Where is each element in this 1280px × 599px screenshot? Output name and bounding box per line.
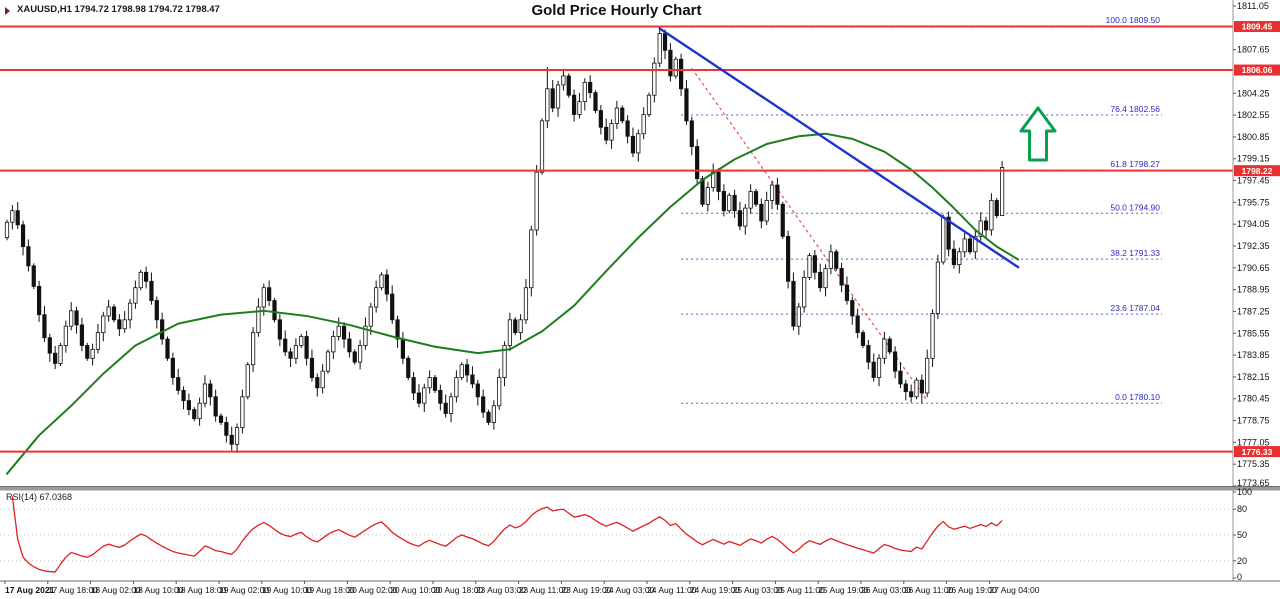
time-axis-label: 25 Aug 19:00 — [818, 585, 868, 595]
chart-title: Gold Price Hourly Chart — [531, 2, 702, 19]
descending-blue-trendline — [658, 27, 1020, 269]
price-axis-label: 1783.85 — [1237, 350, 1270, 360]
rsi-panel: 100 80 50 20 0 — [0, 487, 1252, 582]
candlesticks — [4, 25, 1005, 454]
fib-level-label: 38.2 1791.33 — [1110, 248, 1160, 258]
time-axis-label: 23 Aug 03:00 — [476, 585, 526, 595]
fib-level-label: 23.6 1787.04 — [1110, 303, 1160, 313]
horizontal-levels — [0, 25, 1233, 453]
time-axis-label: 25 Aug 11:00 — [775, 585, 825, 595]
rsi-axis-label: 100 — [1237, 487, 1252, 497]
up-arrow-annotation — [1019, 106, 1057, 162]
time-axis-label: 18 Aug 02:00 — [91, 585, 141, 595]
time-axis-label: 18 Aug 18:00 — [176, 585, 226, 595]
price-axis-label: 1775.35 — [1237, 459, 1270, 469]
price-axis-label: 1790.65 — [1237, 263, 1270, 273]
price-axis-label: 1811.05 — [1237, 1, 1269, 11]
time-axis-label: 24 Aug 19:00 — [690, 585, 740, 595]
price-axis-label: 1794.05 — [1237, 219, 1270, 229]
price-badge: 1776.33 — [1242, 447, 1273, 457]
symbol-quote-info: XAUUSD,H1 1794.72 1798.98 1794.72 1798.4… — [17, 4, 220, 15]
price-badge: 1798.22 — [1242, 166, 1273, 176]
price-axis-label: 1778.75 — [1237, 416, 1270, 426]
panel-divider — [0, 486, 1280, 491]
time-axis-label: 20 Aug 10:00 — [390, 585, 440, 595]
time-axis-label: 18 Aug 10:00 — [133, 585, 183, 595]
time-axis-label: 23 Aug 19:00 — [561, 585, 611, 595]
time-axis-label: 17 Aug 2021 — [5, 585, 55, 595]
price-axis-label: 1792.35 — [1237, 241, 1270, 251]
rsi-indicator-label: RSI(14) 67.0368 — [6, 492, 73, 502]
time-axis-label: 23 Aug 11:00 — [519, 585, 569, 595]
time-axis-label: 27 Aug 04:00 — [989, 585, 1039, 595]
time-axis-label: 26 Aug 03:00 — [861, 585, 911, 595]
price-axis-label: 1795.75 — [1237, 197, 1270, 207]
fib-level-label: 61.8 1798.27 — [1110, 159, 1160, 169]
price-axis-label: 1777.05 — [1237, 437, 1270, 447]
moving-average-line — [6, 132, 1020, 475]
fib-level-label: 50.0 1794.90 — [1110, 202, 1160, 212]
price-axis-label: 1787.25 — [1237, 306, 1270, 316]
rsi-axis-label: 0 — [1237, 572, 1242, 582]
rsi-axis-label: 20 — [1237, 556, 1247, 566]
price-axis-label: 1785.55 — [1237, 328, 1270, 338]
price-axis-label: 1780.45 — [1237, 394, 1270, 404]
price-badge: 1806.06 — [1242, 65, 1273, 75]
price-axis-label: 1804.25 — [1237, 88, 1270, 98]
fib-level-label: 100.0 1809.50 — [1106, 15, 1161, 25]
time-axis-label: 19 Aug 02:00 — [219, 585, 269, 595]
price-badge: 1809.45 — [1242, 22, 1273, 32]
price-axis-label: 1797.45 — [1237, 176, 1270, 186]
time-axis-label: 24 Aug 11:00 — [647, 585, 697, 595]
price-axis-label: 1799.15 — [1237, 154, 1270, 164]
time-axis-label: 17 Aug 18:00 — [48, 585, 98, 595]
symbol-marker-icon — [5, 7, 10, 15]
price-axis-label: 1802.55 — [1237, 110, 1270, 120]
price-axis-label: 1782.15 — [1237, 372, 1270, 382]
price-axis-label: 1788.95 — [1237, 285, 1270, 295]
time-axis-label: 19 Aug 10:00 — [262, 585, 312, 595]
time-axis-label: 20 Aug 02:00 — [347, 585, 397, 595]
fibonacci-retracement: 100.0 1809.50 76.4 1802.56 61.8 1798.27 50.… — [681, 15, 1162, 404]
fib-level-label: 0.0 1780.10 — [1115, 392, 1160, 402]
time-axis-label: 26 Aug 11:00 — [904, 585, 954, 595]
fib-level-label: 76.4 1802.56 — [1110, 104, 1160, 114]
time-axis-label: 26 Aug 19:00 — [947, 585, 997, 595]
time-axis-label: 19 Aug 18:00 — [305, 585, 355, 595]
price-axis-label: 1773.65 — [1237, 478, 1270, 488]
price-axis-label: 1807.65 — [1237, 45, 1270, 55]
time-axis-label: 20 Aug 18:00 — [433, 585, 483, 595]
rsi-axis-label: 80 — [1237, 504, 1247, 514]
time-axis-label: 25 Aug 03:00 — [733, 585, 783, 595]
price-axis-label: 1800.85 — [1237, 132, 1270, 142]
descending-dashed-trendline — [691, 67, 928, 401]
time-axis-label: 24 Aug 03:00 — [604, 585, 654, 595]
price-badges: 1809.45 1806.06 1798.22 1776.33 — [1234, 21, 1280, 458]
price-axis: 1811.05 1807.65 1804.25 1802.55 1800.85 1799.… — [1232, 0, 1270, 581]
rsi-axis-label: 50 — [1237, 530, 1247, 540]
